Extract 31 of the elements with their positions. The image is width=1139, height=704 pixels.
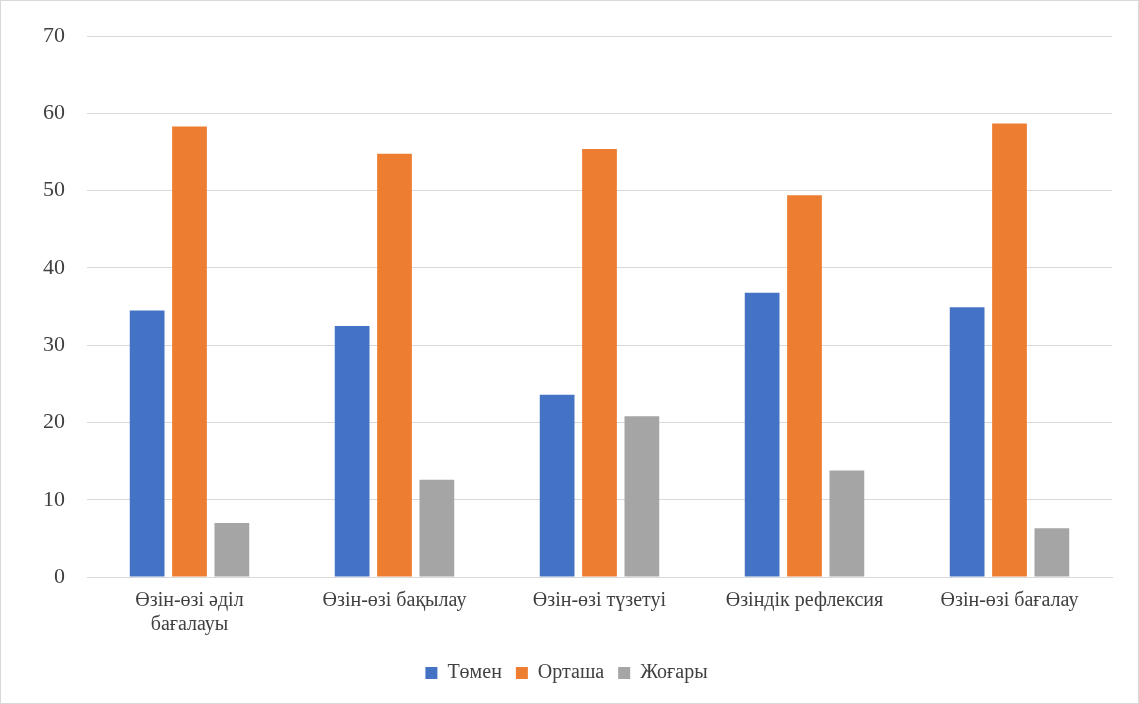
bar bbox=[829, 470, 865, 577]
legend-label: Орташа bbox=[537, 660, 605, 684]
bar bbox=[129, 310, 165, 577]
y-tick-label: 50 bbox=[43, 176, 65, 202]
x-tick-label: Өзіндік рефлексия bbox=[725, 588, 884, 612]
y-tick-label: 30 bbox=[43, 331, 65, 357]
y-tick-label: 20 bbox=[43, 408, 65, 434]
bar bbox=[744, 292, 780, 577]
bar bbox=[1034, 528, 1070, 577]
y-tick-label: 40 bbox=[43, 253, 65, 279]
bar bbox=[377, 153, 412, 577]
bar bbox=[582, 149, 617, 577]
bar bbox=[419, 479, 455, 577]
x-tick-label: Өзін-өзі бағалау bbox=[940, 588, 1079, 612]
bar bbox=[334, 325, 370, 577]
bar bbox=[949, 307, 985, 577]
x-tick-label: Өзін-өзі бақылау bbox=[322, 588, 467, 612]
bar bbox=[624, 416, 660, 577]
legend-label: Төмен bbox=[447, 660, 503, 683]
bar bbox=[539, 394, 575, 577]
y-tick-label: 10 bbox=[43, 485, 65, 511]
y-tick-label: 0 bbox=[54, 562, 65, 588]
bar bbox=[787, 195, 822, 577]
x-tick-label: Өзін-өзі түзетуі bbox=[532, 588, 667, 612]
y-tick-label: 60 bbox=[43, 99, 65, 125]
bar bbox=[172, 126, 207, 577]
bar bbox=[214, 522, 250, 577]
x-tick-label: Өзін-өзі әділ бағалауы bbox=[135, 588, 244, 636]
y-tick-label: 70 bbox=[43, 21, 65, 47]
bar bbox=[992, 123, 1027, 577]
legend-label: Жоғары bbox=[640, 660, 708, 684]
